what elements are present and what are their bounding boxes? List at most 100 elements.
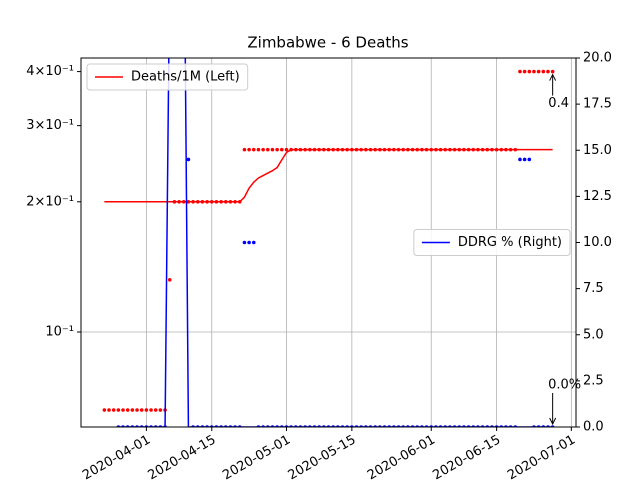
series-point — [205, 199, 209, 204]
series-point — [364, 147, 368, 152]
series-point — [485, 147, 490, 152]
series-point — [424, 147, 429, 152]
series-point — [494, 147, 499, 152]
series-point — [499, 147, 504, 152]
series-point — [251, 147, 256, 152]
y2-tick-label: 2.5 — [583, 373, 604, 388]
series-point — [270, 147, 275, 152]
annotation: 0.0% — [548, 378, 581, 393]
y-tick-label: 3×10⁻¹ — [26, 118, 74, 133]
series-point — [345, 147, 349, 152]
series-point — [378, 147, 382, 152]
series-point — [214, 199, 219, 204]
series-point — [223, 199, 228, 204]
series-point — [107, 408, 111, 412]
series-point — [354, 147, 359, 152]
legend-label: DDRG % (Right) — [458, 235, 562, 250]
series-point — [466, 147, 471, 152]
series-point — [490, 147, 494, 152]
series-point — [448, 147, 452, 152]
series-point — [368, 147, 373, 152]
series-point — [195, 199, 200, 204]
y2-tick-label: 17.5 — [583, 97, 612, 112]
series-point — [121, 408, 125, 412]
series-point — [186, 199, 191, 204]
series-point — [336, 147, 340, 152]
series-point — [410, 147, 415, 152]
annotation-arrowhead — [549, 417, 557, 426]
legend-box — [86, 63, 249, 91]
series-point — [387, 147, 392, 152]
series-point — [130, 408, 135, 412]
annotation: 0.4 — [548, 96, 569, 111]
series-point — [219, 199, 223, 204]
series-point — [247, 147, 251, 152]
series-point — [172, 199, 177, 204]
series-point — [209, 199, 214, 204]
series-point — [522, 157, 527, 162]
series-point — [116, 408, 121, 412]
y2-tick-label: 20.0 — [583, 51, 612, 66]
legend-box — [413, 229, 571, 256]
series-point — [452, 147, 457, 152]
series-point — [167, 278, 172, 282]
series-point — [406, 147, 410, 152]
annotation-arrowhead — [549, 73, 557, 81]
series-point — [265, 147, 270, 152]
series-point — [158, 408, 163, 412]
series-point — [228, 199, 233, 204]
series-point — [480, 147, 485, 152]
series-point — [326, 147, 331, 152]
series-point — [237, 199, 242, 204]
series-point — [504, 147, 508, 152]
series-point — [149, 408, 153, 412]
series-point — [401, 147, 406, 152]
series-point — [532, 69, 536, 74]
series-point — [476, 147, 480, 152]
series-point — [139, 408, 144, 412]
series-point — [242, 147, 247, 152]
y2-tick-label: 15.0 — [583, 143, 612, 158]
series-point — [322, 147, 326, 152]
y-tick-label: 10⁻¹ — [45, 324, 74, 339]
y-tick-label: 2×10⁻¹ — [26, 194, 74, 209]
series-point — [233, 199, 237, 204]
series-point — [457, 147, 462, 152]
series-point — [462, 147, 466, 152]
series-point — [153, 408, 158, 412]
series-point — [256, 147, 261, 152]
legend: DDRG % (Right) — [413, 229, 571, 256]
series-point — [298, 147, 303, 152]
series-point — [359, 147, 363, 152]
series-point — [331, 147, 335, 152]
series-point — [415, 147, 420, 152]
series-point — [275, 147, 279, 152]
series-point — [508, 147, 513, 152]
series-point — [191, 199, 195, 204]
series-point — [541, 69, 546, 74]
series-point — [294, 147, 298, 152]
series-point — [312, 147, 317, 152]
series-point — [518, 69, 522, 74]
y2-tick-label: 5.0 — [583, 327, 604, 342]
series-point — [518, 157, 522, 162]
y2-tick-label: 0.0 — [583, 420, 604, 435]
chart-title: Zimbabwe - 6 Deaths — [247, 34, 408, 52]
series-point — [382, 147, 387, 152]
series-point — [350, 147, 354, 152]
series-point — [308, 147, 312, 152]
series-point — [546, 69, 550, 74]
series-point — [429, 147, 434, 152]
series-point — [420, 147, 424, 152]
y2-tick-label: 12.5 — [583, 189, 612, 204]
series-point — [434, 147, 438, 152]
series-point — [102, 408, 107, 412]
series-point — [200, 199, 205, 204]
series-point — [144, 408, 149, 412]
series-point — [181, 199, 186, 204]
series-point — [177, 199, 181, 204]
series-point — [135, 408, 139, 412]
series-point — [317, 147, 321, 152]
series-point — [111, 408, 116, 412]
